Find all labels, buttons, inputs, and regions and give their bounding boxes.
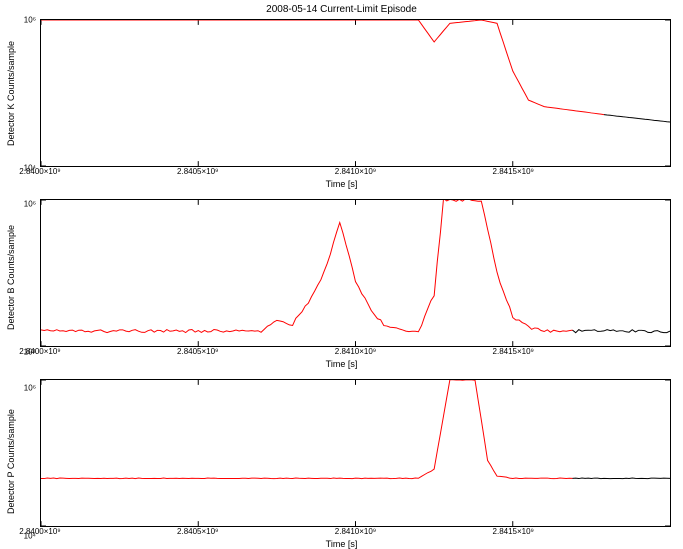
x-tick: 2.8405×10⁹ bbox=[177, 167, 218, 176]
chart-container: 2.8400×10⁹2.8405×10⁹2.8410×10⁹2.8415×10⁹… bbox=[0, 19, 683, 549]
x-ticks: 2.8400×10⁹2.8405×10⁹2.8410×10⁹2.8415×10⁹ bbox=[40, 167, 671, 177]
x-ticks: 2.8400×10⁹2.8405×10⁹2.8410×10⁹2.8415×10⁹ bbox=[40, 347, 671, 357]
y-tick: 10⁴ bbox=[24, 532, 36, 541]
x-tick: 2.8410×10⁹ bbox=[335, 347, 376, 356]
x-tick: 2.8410×10⁹ bbox=[335, 167, 376, 176]
x-ticks: 2.8400×10⁹2.8405×10⁹2.8410×10⁹2.8415×10⁹ bbox=[40, 527, 671, 537]
y-tick: 10⁶ bbox=[24, 200, 36, 209]
x-tick: 2.8405×10⁹ bbox=[177, 347, 218, 356]
page-title: 2008-05-14 Current-Limit Episode bbox=[0, 0, 683, 15]
y-tick: 10⁴ bbox=[24, 348, 36, 357]
chart-panel bbox=[40, 199, 671, 347]
x-tick: 2.8415×10⁹ bbox=[493, 167, 534, 176]
chart-panel bbox=[40, 19, 671, 167]
x-tick: 2.8405×10⁹ bbox=[177, 527, 218, 536]
x-axis-label: Time [s] bbox=[0, 359, 683, 369]
x-axis-label: Time [s] bbox=[0, 179, 683, 189]
y-tick: 10⁴ bbox=[24, 164, 36, 173]
x-axis-label: Time [s] bbox=[0, 539, 683, 549]
x-tick: 2.8415×10⁹ bbox=[493, 527, 534, 536]
x-tick: 2.8410×10⁹ bbox=[335, 527, 376, 536]
y-tick: 10⁶ bbox=[24, 16, 36, 25]
chart-panel bbox=[40, 379, 671, 527]
x-tick: 2.8415×10⁹ bbox=[493, 347, 534, 356]
y-tick: 10⁶ bbox=[24, 384, 36, 393]
